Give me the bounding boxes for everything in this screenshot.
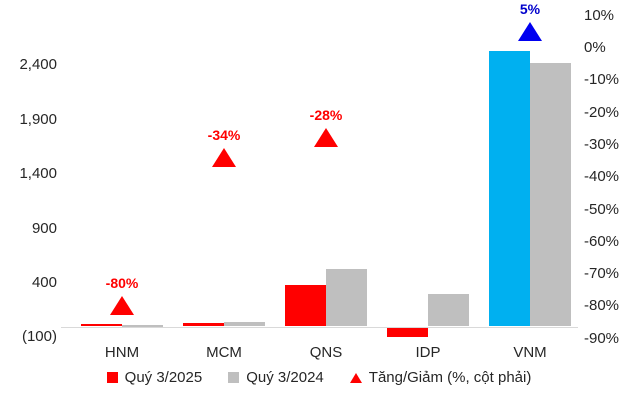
right-axis-tick: 10% bbox=[584, 6, 615, 24]
left-axis-tick: (100) bbox=[21, 328, 57, 346]
right-axis-tick: -30% bbox=[584, 135, 620, 153]
right-axis-tick: -60% bbox=[584, 232, 620, 250]
bar-Qu-3-2025-MCM bbox=[183, 323, 224, 327]
bar-Qu-3-2025-HNM bbox=[81, 324, 122, 327]
baseline bbox=[61, 326, 578, 328]
category-label-VNM: VNM bbox=[513, 344, 547, 361]
bar-Qu-3-2024-VNM bbox=[530, 63, 571, 327]
category-label-MCM: MCM bbox=[206, 344, 242, 361]
bar-Qu-3-2024-MCM bbox=[224, 321, 265, 327]
left-axis-tick: 2,400 bbox=[19, 56, 57, 74]
bar-Qu-3-2024-IDP bbox=[428, 293, 469, 327]
change-marker-VNM bbox=[518, 21, 542, 41]
right-axis-tick: -50% bbox=[584, 200, 620, 218]
right-axis-tick: -90% bbox=[584, 329, 620, 347]
gray-square-icon bbox=[228, 372, 240, 383]
legend: Quý 3/2025 Quý 3/2024 Tăng/Giảm (%, cột … bbox=[0, 369, 638, 386]
triangle-up-icon bbox=[349, 372, 362, 383]
category-label-QNS: QNS bbox=[309, 344, 343, 361]
bar-Qu-3-2025-VNM bbox=[489, 51, 530, 327]
left-axis-tick: 900 bbox=[31, 219, 57, 237]
right-axis-tick: -10% bbox=[584, 71, 620, 89]
legend-item-change: Tăng/Giảm (%, cột phải) bbox=[349, 369, 532, 386]
legend-label-change: Tăng/Giảm (%, cột phải) bbox=[368, 369, 532, 386]
change-label-MCM: -34% bbox=[207, 126, 241, 143]
right-axis-tick: 0% bbox=[584, 39, 606, 56]
right-axis-tick: -80% bbox=[584, 297, 620, 315]
right-axis-tick: -40% bbox=[584, 168, 620, 186]
left-axis-tick: 1,400 bbox=[19, 165, 57, 183]
red-square-icon bbox=[106, 372, 118, 383]
change-marker-HNM bbox=[110, 296, 134, 316]
bar-Qu-3-2024-QNS bbox=[326, 268, 367, 327]
legend-label-q3-2025: Quý 3/2025 bbox=[124, 369, 203, 386]
category-label-HNM: HNM bbox=[104, 344, 140, 361]
legend-item-q3-2025: Quý 3/2025 bbox=[106, 369, 203, 386]
category-label-IDP: IDP bbox=[415, 344, 441, 361]
change-marker-MCM bbox=[212, 147, 236, 167]
left-axis-tick: 400 bbox=[31, 273, 57, 291]
legend-label-q3-2024: Quý 3/2024 bbox=[246, 369, 324, 386]
left-axis-tick: 1,900 bbox=[19, 110, 57, 128]
right-axis-tick: -70% bbox=[584, 265, 620, 283]
bar-Qu-3-2025-IDP bbox=[387, 326, 428, 338]
legend-item-q3-2024: Quý 3/2024 bbox=[228, 369, 324, 386]
change-label-HNM: -80% bbox=[105, 275, 139, 292]
change-marker-QNS bbox=[314, 128, 338, 148]
change-label-VNM: 5% bbox=[519, 0, 541, 17]
change-label-QNS: -28% bbox=[309, 107, 343, 124]
bar-Qu-3-2024-HNM bbox=[122, 325, 163, 327]
bar-Qu-3-2025-QNS bbox=[285, 285, 326, 327]
right-axis-tick: -20% bbox=[584, 103, 620, 121]
